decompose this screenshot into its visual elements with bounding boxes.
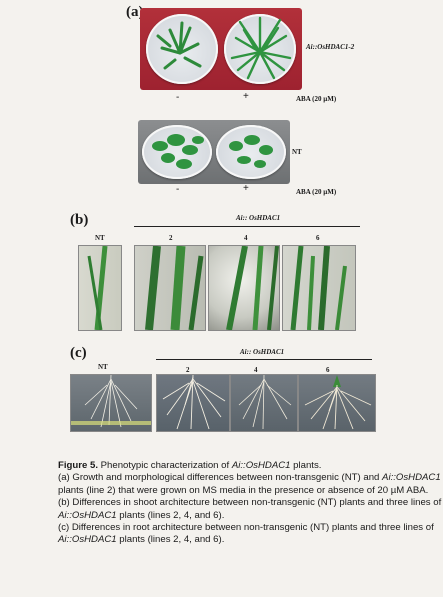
petri-dish-plus-nt [216, 125, 286, 179]
figure-label: Figure 5. [58, 460, 98, 471]
panel-c-nt: NT [98, 363, 108, 371]
caption-b: (b) Differences in shoot architecture be… [58, 497, 442, 522]
top-minus-sign: - [176, 92, 180, 103]
seedlings-illustration [156, 16, 292, 80]
panel-c-line-4: 4 [254, 366, 258, 374]
panel-c-group-line [156, 359, 372, 360]
panel-b-group-label: Ai:: OsHDAC1 [236, 214, 281, 222]
caption-c: (c) Differences in root architecture bet… [58, 522, 442, 547]
root-photo-line-4 [230, 374, 298, 432]
panel-b-line-2: 2 [169, 234, 173, 242]
caption-title-gene: Ai::OsHDAC1 [231, 460, 291, 471]
shoot-photo-nt [78, 245, 122, 331]
caption-c-text-2: plants (lines 2, 4, and 6). [116, 534, 225, 546]
root-photo-line-6 [298, 374, 376, 432]
bottom-plus-sign: + [243, 183, 249, 194]
nt-seedlings-illustration [152, 134, 273, 169]
panel-c-line-2: 2 [186, 366, 190, 374]
caption-a: (a) Growth and morphological differences… [58, 472, 442, 497]
petri-dish-minus-nt [142, 125, 212, 179]
line-label: Ai::OsHDAC1-2 [306, 43, 355, 51]
panel-c-letter: (c) [70, 345, 87, 361]
root-photo-line-2 [156, 374, 230, 432]
panel-b-nt: NT [95, 234, 105, 242]
panel-c-group-label: Ai:: OsHDAC1 [240, 348, 285, 356]
panel-b-group-line [134, 226, 360, 227]
bottom-minus-sign: - [176, 184, 180, 195]
shoot-photo-line-2 [134, 245, 206, 331]
caption-c-gene: Ai::OsHDAC1 [58, 534, 117, 546]
top-aba-label: ABA (20 µM) [296, 95, 337, 103]
caption-b-text-1: (b) Differences in shoot architecture be… [58, 497, 442, 509]
caption-b-gene: Ai::OsHDAC1 [58, 509, 117, 521]
panel-b-line-6: 6 [316, 234, 320, 242]
caption-title: Figure 5. Phenotypic characterization of… [58, 460, 442, 472]
root-photo-nt [70, 374, 152, 432]
shoot-photo-line-4 [208, 245, 280, 331]
plate-photo-transgenic [140, 8, 302, 90]
caption-a-text-1: (a) Growth and morphological differences… [58, 472, 383, 484]
caption-b-text-2: plants (lines 2, 4, and 6). [116, 509, 225, 521]
figure-caption: Figure 5. Phenotypic characterization of… [58, 460, 442, 547]
panel-c-line-6: 6 [326, 366, 330, 374]
plate-photo-nt [138, 120, 290, 184]
shoot-photo-line-6 [282, 245, 356, 331]
nt-label: NT [292, 148, 302, 156]
panel-b-letter: (b) [70, 212, 89, 228]
bottom-aba-label: ABA (20 µM) [296, 188, 337, 196]
top-plus-sign: + [243, 91, 249, 102]
panel-b-line-4: 4 [244, 234, 248, 242]
caption-title-post: plants. [290, 460, 322, 471]
panel-a-letter: (a) [126, 4, 144, 20]
caption-title-pre: Phenotypic characterization of [100, 460, 232, 471]
caption-c-text-1: (c) Differences in root architecture bet… [58, 522, 434, 534]
caption-a-gene: Ai::OsHDAC1 [382, 472, 441, 484]
caption-a-text-2: plants (line 2) that were grown on MS me… [58, 484, 429, 496]
